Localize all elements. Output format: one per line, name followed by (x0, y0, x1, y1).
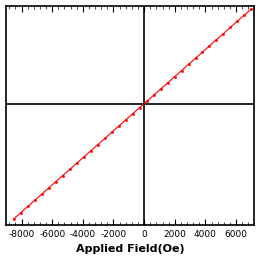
X-axis label: Applied Field(Oe): Applied Field(Oe) (76, 244, 185, 255)
